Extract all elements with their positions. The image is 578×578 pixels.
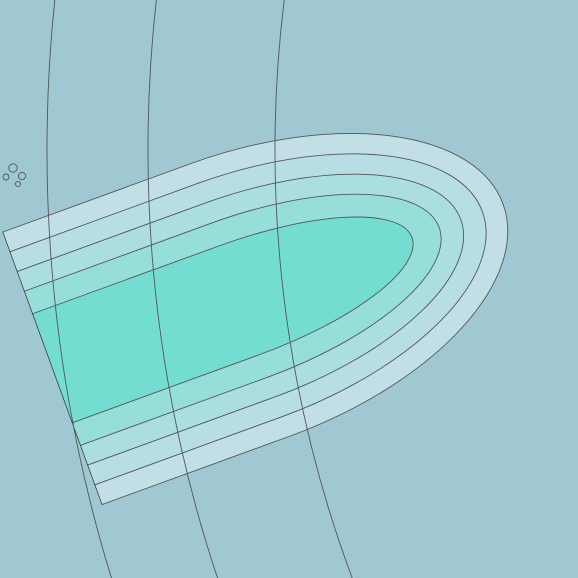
contour-diagram	[0, 0, 578, 578]
speckle-1	[18, 172, 25, 179]
speckle-0	[9, 164, 17, 172]
speckle-2	[3, 174, 9, 180]
speckle-3	[15, 181, 20, 186]
